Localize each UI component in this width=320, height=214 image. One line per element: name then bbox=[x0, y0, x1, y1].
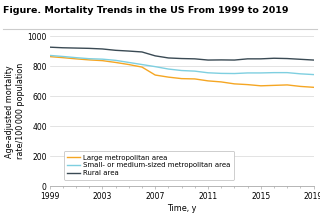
Rural area bbox=[285, 57, 289, 60]
Small- or medium-sized metropolitan area bbox=[166, 68, 170, 70]
Large metropolitan area bbox=[299, 85, 302, 88]
Rural area bbox=[246, 58, 250, 60]
Small- or medium-sized metropolitan area bbox=[114, 59, 117, 62]
Small- or medium-sized metropolitan area bbox=[100, 58, 104, 60]
Small- or medium-sized metropolitan area bbox=[285, 71, 289, 74]
Rural area bbox=[140, 51, 144, 53]
Y-axis label: Age-adjusted mortality
rate/100 000 population: Age-adjusted mortality rate/100 000 popu… bbox=[5, 63, 25, 159]
Line: Rural area: Rural area bbox=[50, 47, 314, 60]
Rural area bbox=[74, 47, 78, 49]
Small- or medium-sized metropolitan area bbox=[259, 72, 263, 74]
Large metropolitan area bbox=[61, 56, 65, 59]
Rural area bbox=[100, 48, 104, 50]
Rural area bbox=[193, 58, 197, 60]
X-axis label: Time, y: Time, y bbox=[167, 204, 196, 213]
Large metropolitan area bbox=[285, 84, 289, 86]
Rural area bbox=[259, 58, 263, 60]
Rural area bbox=[48, 46, 52, 48]
Large metropolitan area bbox=[219, 81, 223, 83]
Large metropolitan area bbox=[166, 76, 170, 78]
Large metropolitan area bbox=[87, 59, 91, 61]
Large metropolitan area bbox=[180, 77, 184, 80]
Rural area bbox=[61, 46, 65, 49]
Rural area bbox=[219, 59, 223, 61]
Rural area bbox=[127, 50, 131, 52]
Large metropolitan area bbox=[140, 66, 144, 68]
Large metropolitan area bbox=[127, 63, 131, 66]
Rural area bbox=[166, 57, 170, 59]
Large metropolitan area bbox=[153, 74, 157, 76]
Large metropolitan area bbox=[259, 85, 263, 87]
Small- or medium-sized metropolitan area bbox=[193, 70, 197, 72]
Rural area bbox=[153, 55, 157, 57]
Large metropolitan area bbox=[48, 55, 52, 58]
Small- or medium-sized metropolitan area bbox=[61, 55, 65, 58]
Rural area bbox=[233, 59, 236, 61]
Small- or medium-sized metropolitan area bbox=[206, 71, 210, 74]
Large metropolitan area bbox=[193, 78, 197, 80]
Large metropolitan area bbox=[114, 61, 117, 64]
Rural area bbox=[87, 47, 91, 50]
Legend: Large metropolitan area, Small- or medium-sized metropolitan area, Rural area: Large metropolitan area, Small- or mediu… bbox=[64, 151, 234, 180]
Line: Large metropolitan area: Large metropolitan area bbox=[50, 56, 314, 87]
Small- or medium-sized metropolitan area bbox=[180, 69, 184, 72]
Large metropolitan area bbox=[206, 80, 210, 82]
Small- or medium-sized metropolitan area bbox=[272, 71, 276, 74]
Small- or medium-sized metropolitan area bbox=[246, 72, 250, 74]
Small- or medium-sized metropolitan area bbox=[87, 57, 91, 60]
Rural area bbox=[299, 58, 302, 61]
Large metropolitan area bbox=[272, 84, 276, 87]
Rural area bbox=[312, 59, 316, 61]
Small- or medium-sized metropolitan area bbox=[74, 56, 78, 59]
Line: Small- or medium-sized metropolitan area: Small- or medium-sized metropolitan area bbox=[50, 55, 314, 74]
Small- or medium-sized metropolitan area bbox=[312, 73, 316, 76]
Rural area bbox=[114, 49, 117, 52]
Text: Figure. Mortality Trends in the US From 1999 to 2019: Figure. Mortality Trends in the US From … bbox=[3, 6, 289, 15]
Small- or medium-sized metropolitan area bbox=[127, 61, 131, 64]
Small- or medium-sized metropolitan area bbox=[153, 65, 157, 68]
Small- or medium-sized metropolitan area bbox=[299, 73, 302, 75]
Large metropolitan area bbox=[233, 83, 236, 85]
Small- or medium-sized metropolitan area bbox=[233, 72, 236, 75]
Rural area bbox=[272, 57, 276, 59]
Small- or medium-sized metropolitan area bbox=[48, 54, 52, 57]
Large metropolitan area bbox=[246, 83, 250, 86]
Large metropolitan area bbox=[100, 59, 104, 62]
Small- or medium-sized metropolitan area bbox=[140, 63, 144, 66]
Large metropolitan area bbox=[312, 86, 316, 89]
Rural area bbox=[180, 57, 184, 60]
Small- or medium-sized metropolitan area bbox=[219, 72, 223, 75]
Large metropolitan area bbox=[74, 58, 78, 60]
Rural area bbox=[206, 59, 210, 61]
